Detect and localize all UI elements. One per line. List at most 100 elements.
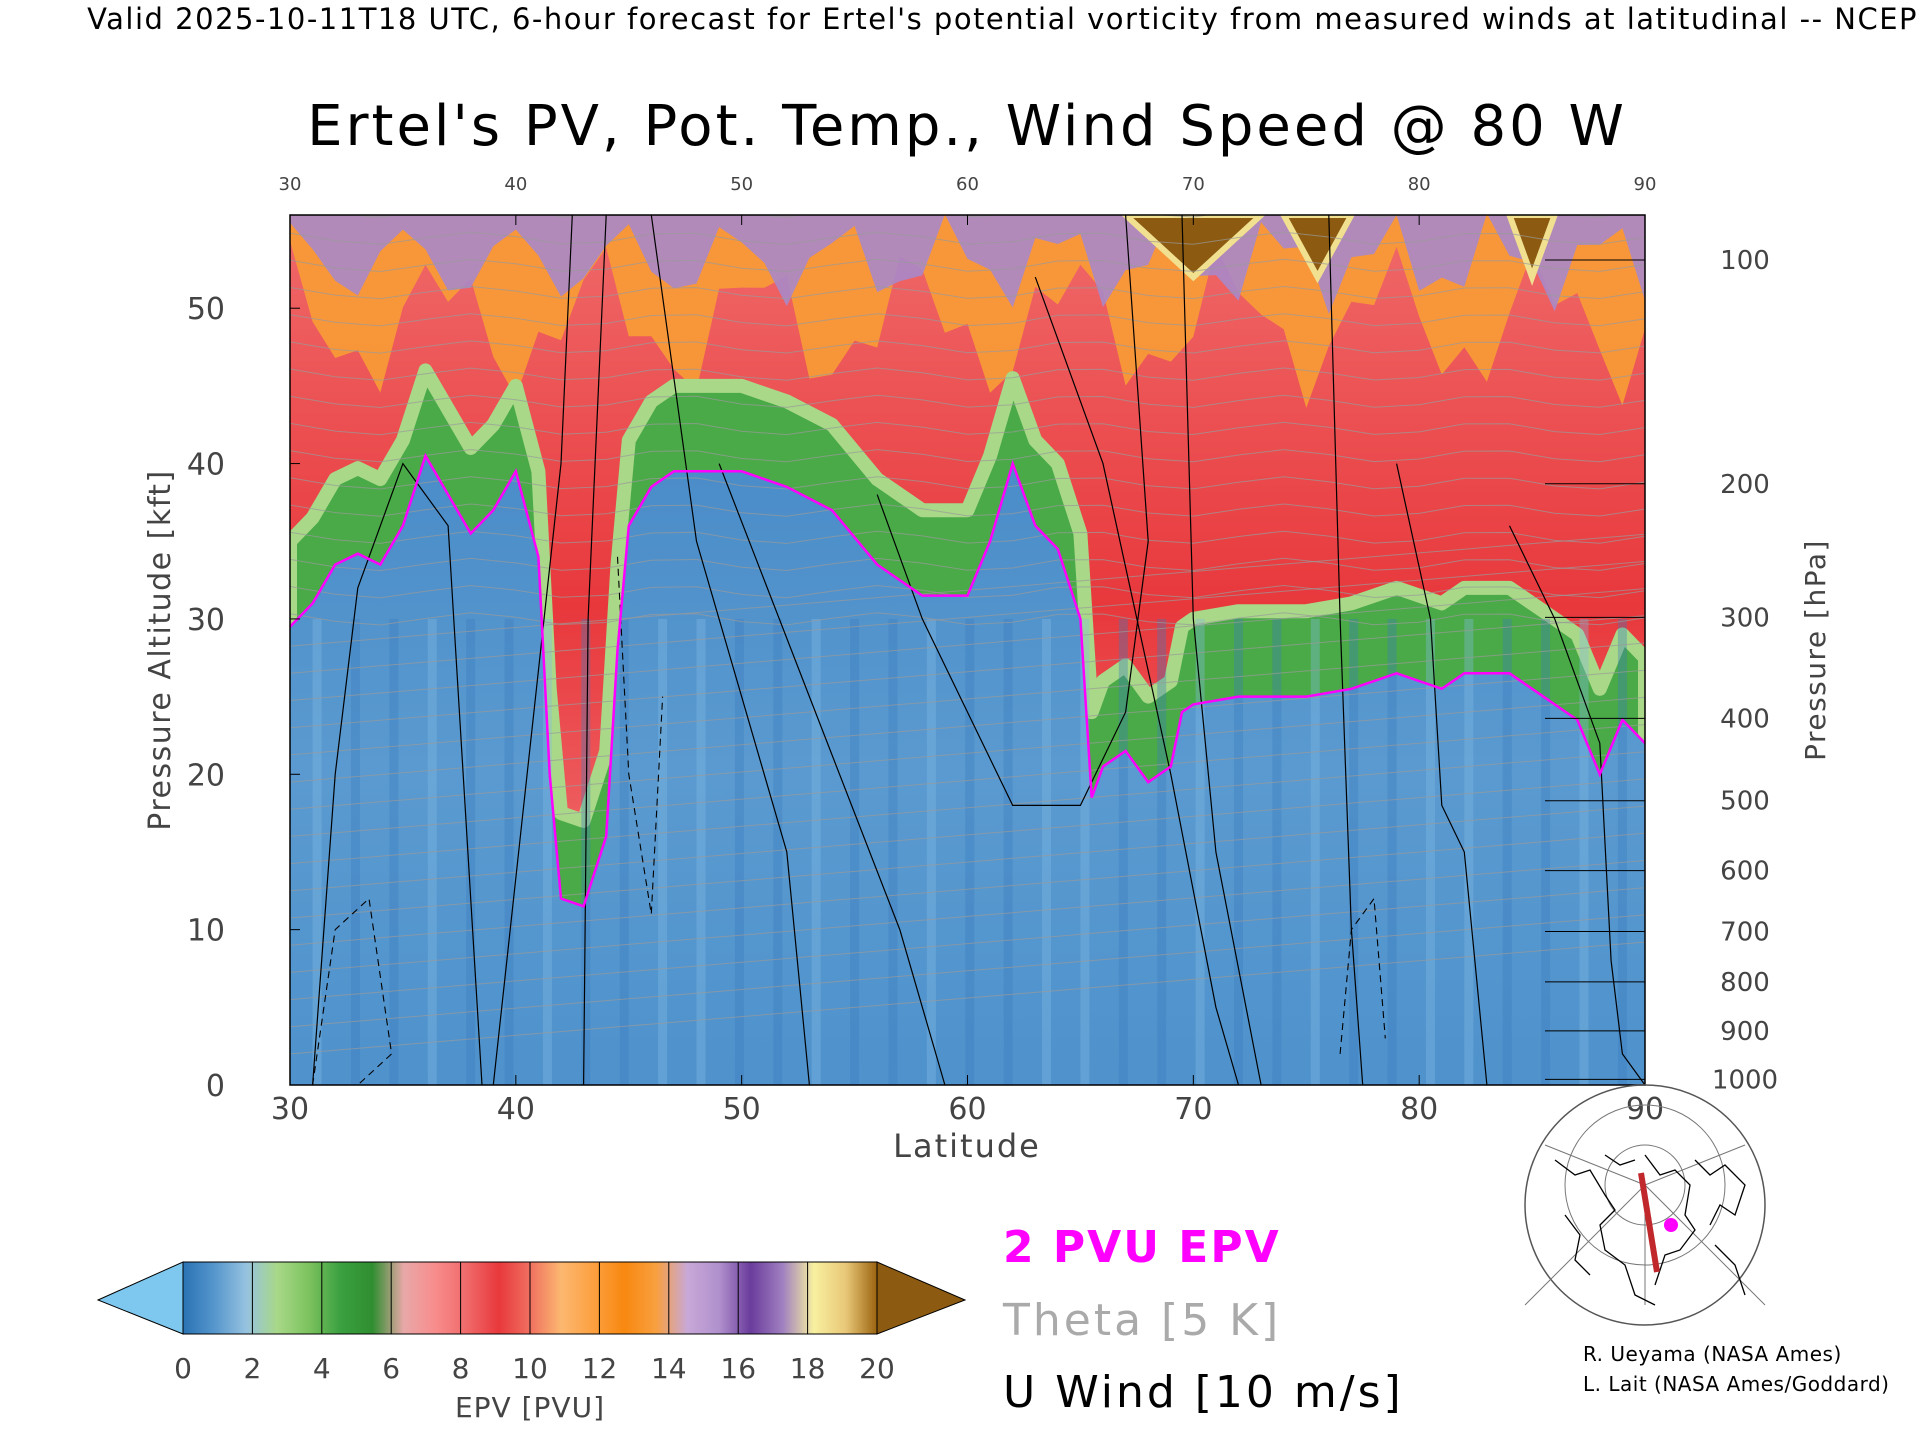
y-tick-label: 10 (187, 914, 225, 949)
colorbar-label: EPV [PVU] (455, 1391, 605, 1424)
pressure-tick-label: 600 (1720, 857, 1770, 887)
theta-contour (290, 367, 1645, 381)
theta-contour (290, 724, 1645, 837)
wind-contour (492, 215, 573, 1085)
theta-contour (290, 612, 1645, 626)
x-tick-label: 80 (1400, 1092, 1438, 1127)
colorbar-tick-label: 16 (720, 1352, 756, 1385)
y-tick-label: 50 (187, 292, 225, 327)
wind-contour-negative (312, 897, 393, 1085)
theta-contour (290, 340, 1645, 354)
colorbar-tick-label: 18 (790, 1352, 826, 1385)
theta-contour (290, 258, 1645, 273)
texture-streak (1502, 618, 1512, 1085)
pressure-tick-label: 400 (1720, 704, 1770, 734)
pressure-tick-label: 700 (1720, 918, 1770, 948)
map-coastline (1554, 1154, 1746, 1306)
high-pv-patches (1121, 215, 1558, 286)
theta-contour (290, 832, 1645, 946)
troposphere-fill (290, 455, 1645, 1085)
theta-contour (290, 588, 1645, 701)
texture-streak (1310, 618, 1320, 1085)
theta-contour (290, 751, 1645, 865)
colorbar-tick-label: 8 (452, 1352, 470, 1385)
texture-streak (696, 618, 706, 1085)
wind-contour (583, 215, 607, 1085)
theta-contour (290, 394, 1645, 409)
theta-contour (290, 530, 1645, 544)
texture-streak (1272, 618, 1282, 1085)
wind-contour (876, 215, 1149, 806)
texture-streak (1349, 618, 1359, 1085)
high-pv-patch (1121, 215, 1266, 282)
wind-contour-negative (1339, 897, 1386, 1054)
pressure-tick-label: 800 (1720, 968, 1770, 998)
theta-contour (290, 313, 1645, 327)
texture-streak (926, 618, 936, 1085)
legend-pv-line: 2 PVU EPV (1003, 1222, 1281, 1273)
theta-contour (290, 887, 1645, 1001)
theta-contour (290, 914, 1645, 1028)
x-axis-label: Latitude (893, 1127, 1041, 1165)
pressure-tick-label: 200 (1720, 470, 1770, 500)
colorbar-under-triangle (96, 1261, 184, 1335)
y-tick-label: 20 (187, 758, 225, 793)
troposphere-texture (312, 618, 1627, 1085)
legend-wind: U Wind [10 m/s] (1003, 1367, 1404, 1418)
texture-streak (965, 618, 975, 1085)
colorbar-tick-label: 4 (313, 1352, 331, 1385)
texture-streak (658, 618, 668, 1085)
wind-contour (1328, 215, 1364, 1085)
texture-streak (350, 618, 360, 1085)
theta-contour (290, 560, 1645, 674)
credit-line-1: R. Ueyama (NASA Ames) (1583, 1342, 1842, 1366)
wind-contour (1508, 525, 1645, 1085)
valid-time-header: Valid 2025-10-11T18 UTC, 6-hour forecast… (0, 2, 1920, 42)
top-x-tick-label: 80 (1408, 174, 1431, 195)
pressure-tick-label: 500 (1720, 787, 1770, 817)
colorbar-tick-label: 0 (174, 1352, 192, 1385)
colorbar-tick-label: 20 (859, 1352, 895, 1385)
theta-contour (290, 696, 1645, 810)
section-line (1638, 1172, 1660, 1273)
upper-orange-band (290, 215, 1645, 408)
texture-streak (504, 618, 514, 1085)
texture-streak (811, 618, 821, 1085)
theta-contour (290, 941, 1645, 1055)
texture-streak (1195, 618, 1205, 1085)
map-marker (1664, 1218, 1678, 1232)
wind-contour-negative (616, 556, 664, 915)
texture-streak (1541, 618, 1551, 1085)
x-tick-label: 50 (723, 1092, 761, 1127)
chart-title: Ertel's PV, Pot. Temp., Wind Speed @ 80 … (307, 94, 1627, 159)
top-x-tick-label: 70 (1182, 174, 1205, 195)
x-tick-label: 90 (1626, 1092, 1664, 1127)
theta-contour (290, 421, 1645, 436)
x-tick-label: 60 (948, 1092, 986, 1127)
texture-streak (773, 618, 783, 1085)
x-tick-label: 70 (1174, 1092, 1212, 1127)
texture-streak (1118, 618, 1128, 1085)
two-pvu-contour (290, 452, 1645, 908)
x-tick-label: 30 (271, 1092, 309, 1127)
pressure-tick-label: 100 (1720, 246, 1770, 276)
map-graticule (1524, 1104, 1766, 1306)
theta-contour (290, 584, 1645, 599)
y-axis-left-label: Pressure Altitude [kft] (143, 469, 178, 830)
texture-streak (888, 618, 898, 1085)
colorbar-tick-label: 12 (582, 1352, 618, 1385)
texture-streak (312, 618, 322, 1085)
legend-theta: Theta [5 K] (1002, 1295, 1281, 1346)
colorbar-tick-label: 2 (243, 1352, 261, 1385)
theta-contour (290, 503, 1645, 517)
x-tick-label: 40 (497, 1092, 535, 1127)
wind-contour (650, 215, 810, 1085)
texture-streak (1617, 618, 1627, 1085)
texture-streak (850, 618, 860, 1085)
theta-contour (290, 860, 1645, 973)
map-outline (1524, 1084, 1766, 1326)
plot-area (290, 215, 1645, 1085)
high-pv-patch (1506, 215, 1558, 286)
pressure-tick-label: 900 (1720, 1017, 1770, 1047)
